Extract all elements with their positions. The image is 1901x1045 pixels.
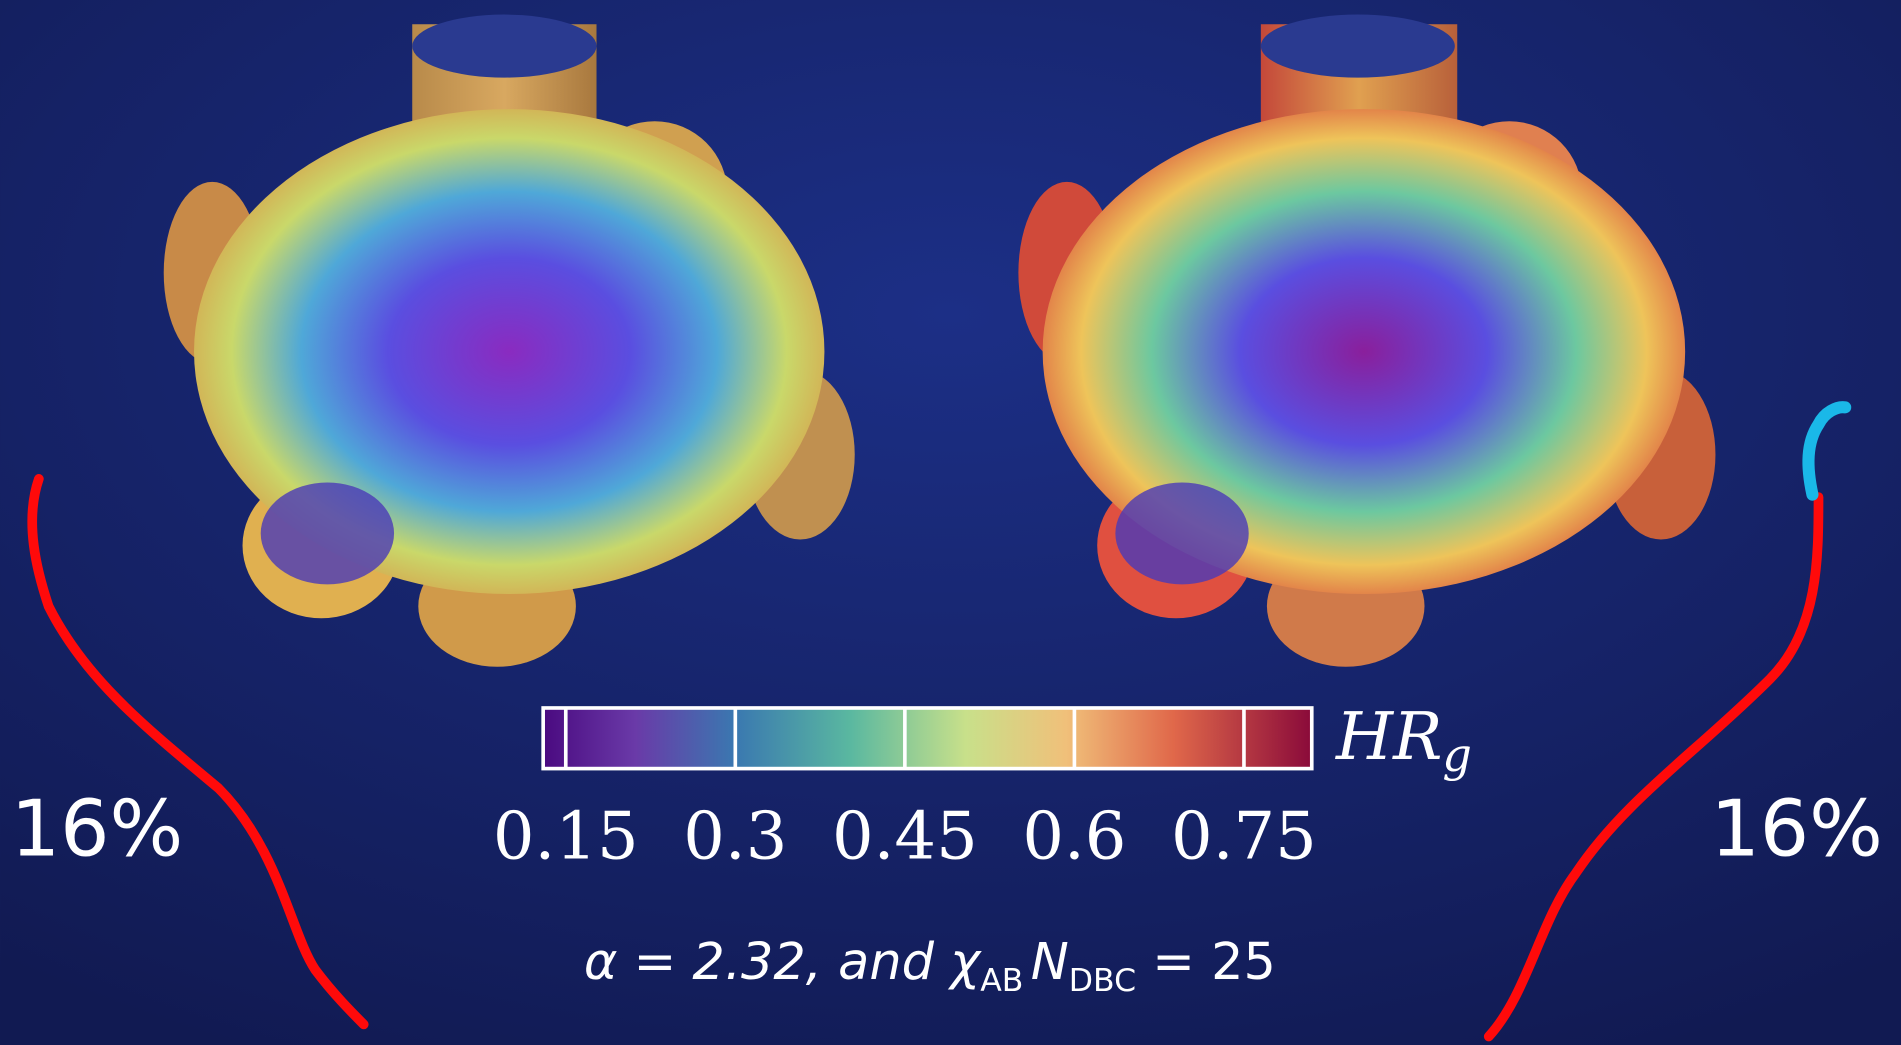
figure: 16% 16% 0.15 0.3 0.45 0.6 0.75HRg α = 2.32, … <box>0 0 1901 1045</box>
caption-text: = 25 <box>1136 933 1276 992</box>
caption-text: χ <box>947 933 982 992</box>
colorbar-tick-label: 0.45 <box>832 798 978 874</box>
percent-label: 16% <box>11 785 183 875</box>
colorbar-tick-label: 0.3 <box>683 798 787 874</box>
colorbar-label-sub: g <box>1442 728 1471 782</box>
caption-text: N <box>1031 933 1069 992</box>
colorbar-tick-label: 0.6 <box>1022 798 1126 874</box>
percent-label: 16% <box>1710 785 1882 875</box>
page: 16% 16% 0.15 0.3 0.45 0.6 0.75HRg α = 2.32, … <box>0 0 1901 1045</box>
colorbar-tick-label: 0.75 <box>1171 798 1317 874</box>
caption-text: AB <box>980 963 1023 999</box>
colorbar-tick-label: 0.15 <box>493 798 639 874</box>
colorbar-gradient <box>543 708 1312 769</box>
colorbar-label-main: HR <box>1335 699 1442 775</box>
caption-text: DBC <box>1069 963 1136 999</box>
caption-text: α = 2.32, and <box>584 933 950 992</box>
